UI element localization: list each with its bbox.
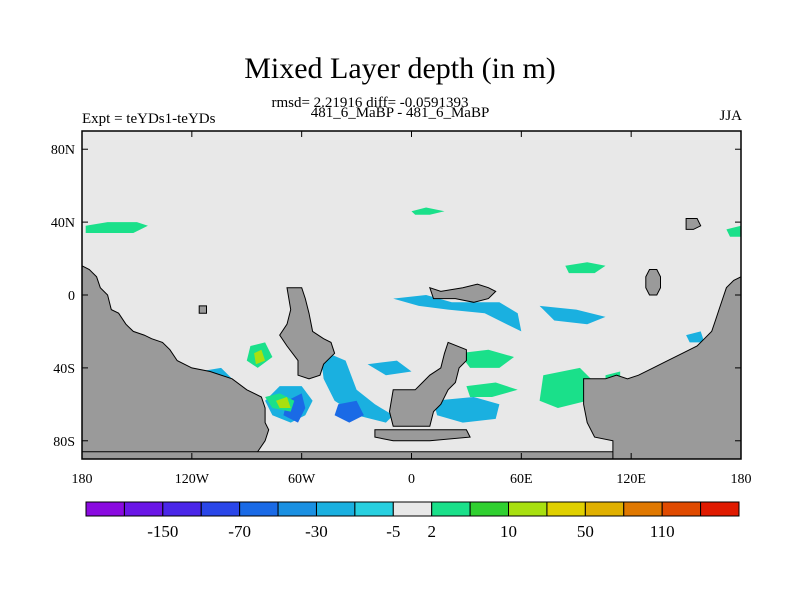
field-anomaly-5: [320, 349, 394, 423]
y-tick-label: 0: [68, 289, 75, 304]
field-anomaly-0: [85, 222, 148, 233]
chart-title: Mixed Layer depth (in m): [244, 52, 556, 85]
chart-subtitle: 481_6_MaBP - 481_6_MaBP: [310, 105, 490, 121]
colorbar-box-6: [315, 501, 356, 517]
field-anomaly-3: [726, 225, 741, 237]
x-tick-label: 180: [72, 472, 93, 487]
land-mask-9: [198, 305, 207, 314]
colorbar-label: 110: [650, 522, 675, 541]
colorbar-box-2: [162, 501, 202, 517]
land-mask-6: [583, 276, 741, 459]
field-anomaly-9: [334, 400, 364, 423]
season-label: JJA: [719, 108, 742, 124]
colorbar-label: -70: [228, 522, 251, 541]
colorbar-label: -5: [386, 522, 400, 541]
y-tick-label: 80N: [51, 143, 75, 158]
field-anomaly-11: [276, 397, 291, 408]
x-tick-label: 120E: [616, 472, 646, 487]
x-tick-label: 180: [731, 472, 752, 487]
land-mask-5: [429, 283, 497, 303]
land-mask-3: [374, 429, 471, 442]
land-mask-8: [685, 218, 702, 230]
field-anomaly-1: [411, 207, 445, 215]
colorbar-box-7: [354, 501, 394, 517]
colorbar-label: 10: [500, 522, 517, 541]
colorbar-box-15: [661, 501, 702, 517]
land-mask-4: [388, 341, 467, 427]
field-anomaly-20: [686, 331, 705, 343]
colorbar-box-3: [200, 501, 241, 517]
colorbar-box-16: [700, 501, 740, 517]
colorbar-label: -150: [147, 522, 178, 541]
colorbar-box-11: [508, 501, 548, 517]
field-anomaly-4: [393, 295, 522, 332]
land-mask-7: [645, 269, 661, 296]
colorbar-box-5: [277, 501, 317, 517]
colorbar-label: 50: [577, 522, 594, 541]
colorbar-box-12: [546, 501, 586, 517]
colorbar-label: -30: [305, 522, 328, 541]
colorbar-box-0: [85, 501, 125, 517]
stats-line: rmsd= 2.21916 diff= -0.0591393: [271, 95, 469, 111]
field-anomaly-14: [459, 349, 514, 368]
field-anomaly-13: [254, 349, 266, 365]
colorbar-box-10: [469, 501, 510, 517]
land-mask-1: [279, 287, 336, 380]
colorbar-box-13: [584, 501, 625, 517]
experiment-label: Expt = teYDs1-teYDs: [82, 111, 216, 127]
y-tick-label: 80S: [53, 435, 75, 450]
colorbar-box-1: [123, 501, 164, 517]
field-anomaly-16: [466, 382, 518, 397]
colorbar-box-8: [392, 501, 433, 517]
colorbar-box-9: [431, 501, 471, 517]
y-tick-label: 40S: [53, 362, 75, 377]
field-anomaly-17: [539, 305, 606, 325]
y-tick-label: 40N: [51, 216, 75, 231]
x-tick-label: 60E: [510, 472, 533, 487]
field-anomaly-22: [367, 360, 412, 376]
x-tick-label: 60W: [288, 472, 316, 487]
x-tick-label: 0: [408, 472, 415, 487]
colorbar-label: 2: [427, 522, 436, 541]
colorbar-box-4: [239, 501, 279, 517]
x-tick-label: 120W: [175, 472, 210, 487]
land-mask-0: [82, 265, 270, 459]
field-anomaly-7: [433, 397, 500, 423]
field-anomaly-15: [539, 367, 595, 408]
colorbar-box-14: [623, 501, 663, 517]
field-anomaly-2: [565, 262, 606, 274]
